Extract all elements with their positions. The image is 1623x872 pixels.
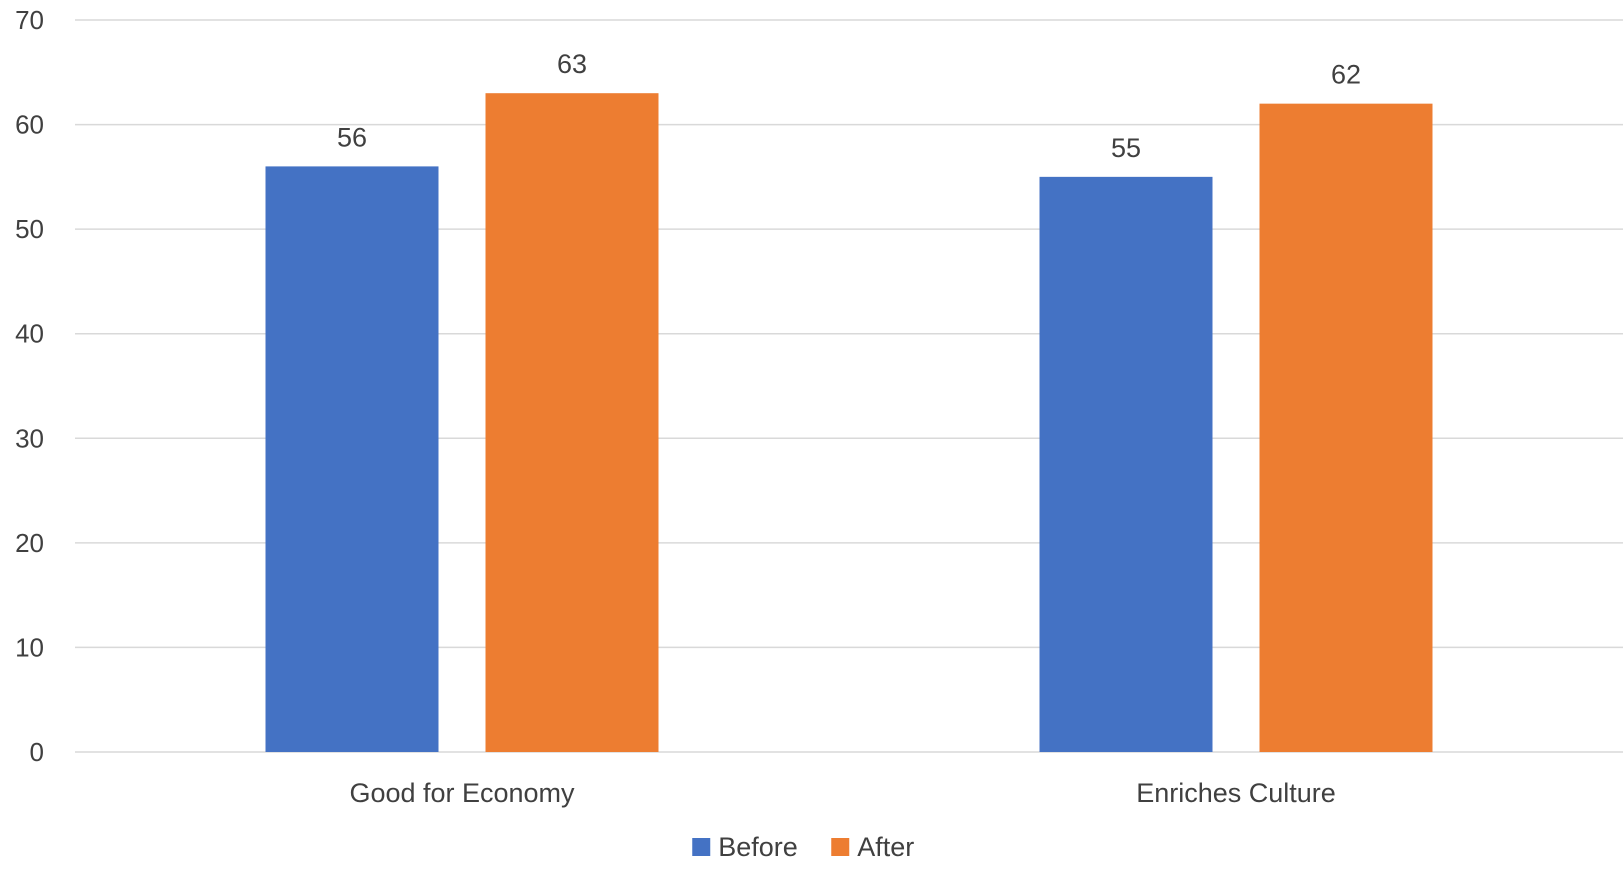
bar-after-2: [1259, 103, 1433, 752]
y-tick-label: 0: [30, 737, 44, 767]
x-category-label: Good for Economy: [349, 778, 575, 808]
y-tick-label: 10: [15, 632, 44, 662]
legend-swatch-after: [831, 838, 850, 856]
y-tick-label: 40: [15, 319, 44, 349]
data-label: 56: [337, 122, 367, 152]
legend-label-before: Before: [718, 832, 798, 862]
y-tick-label: 60: [15, 110, 44, 140]
bar-before-2: [1039, 176, 1213, 752]
y-tick-label: 20: [15, 528, 44, 558]
y-tick-label: 50: [15, 214, 44, 244]
data-label: 63: [557, 49, 587, 79]
legend-label-after: After: [857, 832, 914, 862]
data-label: 62: [1331, 60, 1361, 90]
y-tick-label: 30: [15, 423, 44, 453]
x-axis-categories: Good for Economy Enriches Culture: [349, 778, 1335, 808]
bars: [265, 93, 1433, 752]
y-axis-ticks: 0 10 20 30 40 50 60 70: [15, 5, 44, 767]
data-labels: 56 63 55 62: [337, 49, 1361, 163]
y-tick-label: 70: [15, 5, 44, 35]
x-category-label: Enriches Culture: [1136, 778, 1336, 808]
legend-swatch-before: [692, 838, 711, 856]
legend: Before After: [692, 832, 914, 862]
bar-before-1: [265, 166, 439, 752]
data-label: 55: [1111, 133, 1141, 163]
bar-after-1: [485, 93, 659, 752]
